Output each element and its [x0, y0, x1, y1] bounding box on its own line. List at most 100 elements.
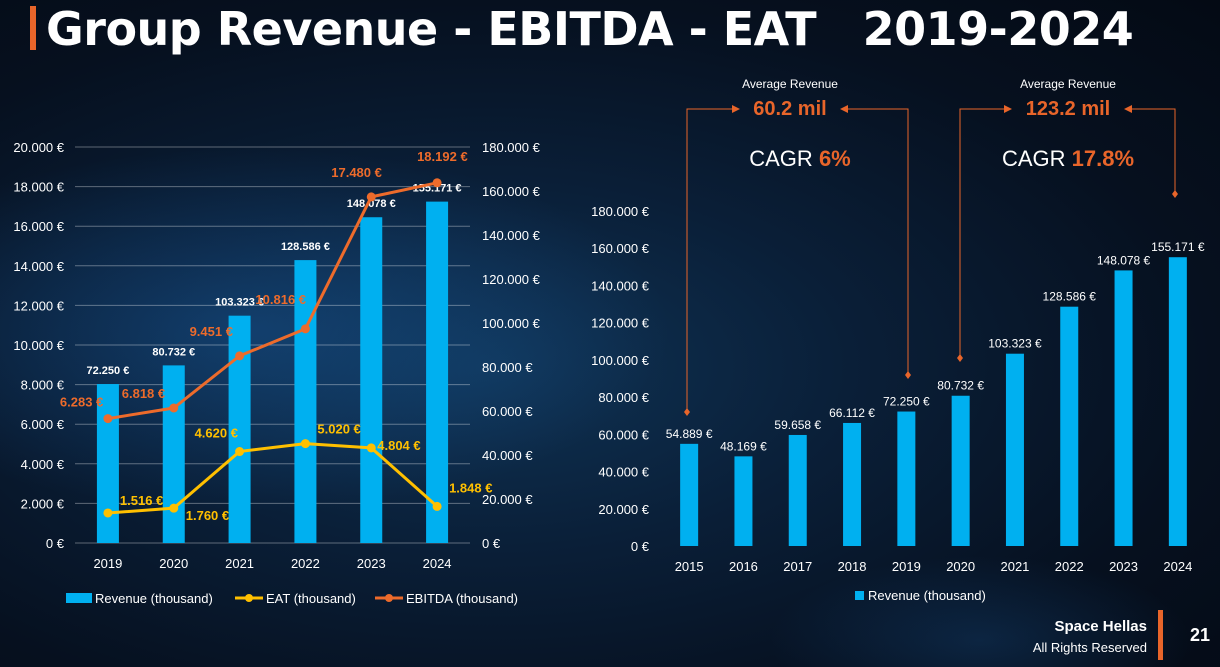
x-tick-label: 2015 [675, 559, 704, 574]
y-left-tick-label: 12.000 € [13, 298, 64, 313]
ebitda-data-label: 6.283 € [60, 395, 103, 410]
eat-point [235, 447, 245, 457]
revenue-data-label: 128.586 € [1043, 290, 1097, 304]
revenue-data-label: 54.889 € [666, 427, 713, 441]
footer-company: Space Hellas [1054, 618, 1147, 635]
eat-point [300, 439, 310, 449]
revenue-data-label: 80.732 € [152, 346, 195, 358]
annotation-average-label: Average Revenue [742, 77, 838, 91]
y-right-tick-label: 20.000 € [482, 492, 533, 507]
y-tick-label: 20.000 € [598, 502, 649, 517]
y-right-tick-label: 100.000 € [482, 316, 541, 331]
ebitda-data-label: 6.818 € [122, 386, 165, 401]
ebitda-data-label: 17.480 € [331, 165, 382, 180]
y-tick-label: 40.000 € [598, 465, 649, 480]
revenue-data-label: 66.112 € [829, 406, 875, 420]
x-tick-label: 2021 [225, 556, 254, 571]
slide-title: Group Revenue - EBITDA - EAT 2019-2024 [46, 2, 1134, 56]
y-tick-label: 140.000 € [591, 278, 650, 293]
y-right-tick-label: 160.000 € [482, 184, 541, 199]
x-tick-label: 2021 [1000, 559, 1029, 574]
revenue-bar [843, 422, 862, 546]
eat-point [169, 503, 179, 513]
eat-point [103, 508, 113, 518]
y-left-tick-label: 4.000 € [21, 457, 65, 472]
x-tick-label: 2020 [946, 559, 975, 574]
revenue-bar [897, 411, 916, 546]
diamond-marker-icon [905, 371, 911, 379]
y-tick-label: 0 € [631, 539, 650, 554]
cagr-text: CAGR [1002, 146, 1072, 171]
y-left-tick-label: 18.000 € [13, 180, 64, 195]
eat-line [107, 442, 439, 515]
legend-revenue-swatch [66, 593, 92, 603]
diamond-marker-icon [684, 408, 690, 416]
revenue-data-label: 72.250 € [87, 365, 130, 377]
x-tick-label: 2018 [838, 559, 867, 574]
revenue-bar [1114, 270, 1133, 546]
footer-rights: All Rights Reserved [1032, 640, 1147, 655]
cagr-text: CAGR [749, 146, 819, 171]
revenue-bar [360, 217, 383, 543]
diamond-marker-icon [1172, 190, 1178, 198]
annotation-bracket-right [846, 108, 909, 375]
arrowhead-icon [1004, 105, 1012, 113]
annotation-bracket-right [1130, 108, 1176, 194]
eat-point [432, 501, 442, 511]
y-left-tick-label: 16.000 € [13, 219, 64, 234]
revenue-bar [951, 395, 970, 546]
legend-revenue-label: Revenue (thousand) [868, 588, 986, 603]
x-tick-label: 2024 [423, 556, 452, 571]
legend-ebitda-marker [385, 594, 393, 602]
revenue-bar [426, 201, 449, 544]
revenue-data-label: 103.323 € [988, 337, 1042, 351]
legend-eat-label: EAT (thousand) [266, 591, 356, 606]
eat-data-label: 1.848 € [449, 480, 492, 495]
x-tick-label: 2017 [783, 559, 812, 574]
y-left-tick-label: 6.000 € [21, 417, 65, 432]
cagr-value: 17.8% [1072, 146, 1134, 171]
eat-data-label: 4.804 € [377, 438, 420, 453]
x-tick-label: 2022 [1055, 559, 1084, 574]
y-right-tick-label: 40.000 € [482, 448, 533, 463]
revenue-bar [1168, 257, 1187, 546]
page-number: 21 [1190, 625, 1211, 645]
x-tick-label: 2023 [1109, 559, 1138, 574]
revenue-bar [788, 434, 807, 546]
revenue-data-label: 59.658 € [774, 418, 821, 432]
y-right-tick-label: 180.000 € [482, 140, 541, 155]
x-tick-label: 2024 [1163, 559, 1192, 574]
annotation-bracket-left [686, 108, 734, 412]
eat-data-label: 1.760 € [186, 508, 229, 523]
revenue-bar [228, 315, 251, 543]
arrowhead-icon [1124, 105, 1132, 113]
cagr-label: CAGR 6% [749, 146, 850, 171]
eat-data-label: 1.516 € [120, 493, 163, 508]
y-tick-label: 180.000 € [591, 204, 650, 219]
ebitda-point [169, 403, 179, 413]
y-tick-label: 60.000 € [598, 427, 649, 442]
annotation-average-value: 60.2 mil [753, 98, 826, 120]
y-left-tick-label: 10.000 € [13, 338, 64, 353]
revenue-data-label: 148.078 € [1097, 253, 1151, 267]
legend-revenue-swatch [855, 591, 864, 600]
y-left-tick-label: 8.000 € [21, 378, 65, 393]
revenue-data-label: 80.732 € [937, 379, 984, 393]
y-tick-label: 160.000 € [591, 241, 650, 256]
y-left-tick-label: 20.000 € [13, 140, 64, 155]
x-tick-label: 2016 [729, 559, 758, 574]
y-left-tick-label: 0 € [46, 536, 65, 551]
x-tick-label: 2019 [892, 559, 921, 574]
footer-accent-bar [1158, 610, 1163, 660]
title-accent-bar [30, 6, 36, 50]
cagr-label: CAGR 17.8% [1002, 146, 1134, 171]
x-tick-label: 2022 [291, 556, 320, 571]
revenue-bar [680, 443, 699, 546]
y-tick-label: 100.000 € [591, 353, 650, 368]
revenue-data-label: 103.323 € [215, 297, 264, 309]
eat-data-label: 5.020 € [317, 422, 360, 437]
y-tick-label: 120.000 € [591, 316, 650, 331]
revenue-data-label: 48.169 € [720, 439, 767, 453]
eat-point [366, 443, 376, 453]
